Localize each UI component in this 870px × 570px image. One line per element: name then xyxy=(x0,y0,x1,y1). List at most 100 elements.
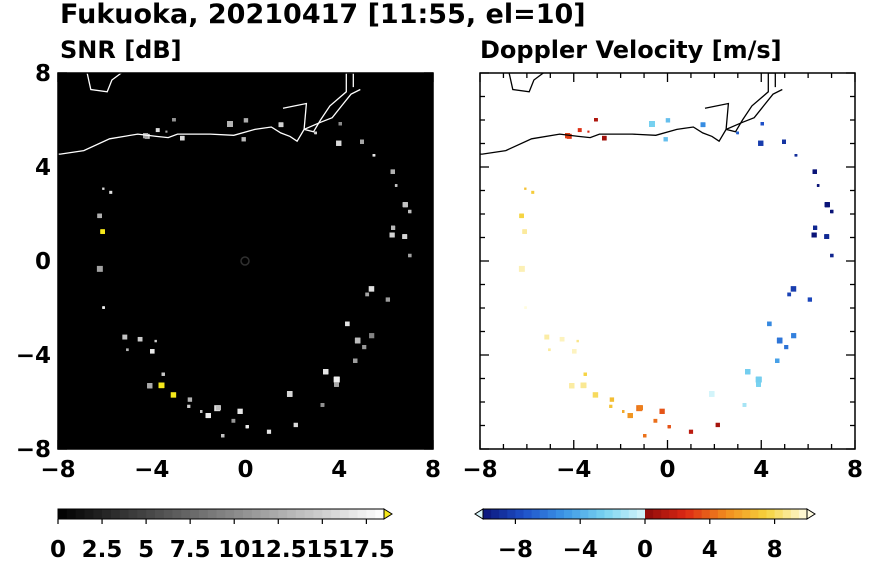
snr-colorbar-segment xyxy=(375,509,385,519)
doppler-echo-cell xyxy=(587,130,590,133)
snr-echo-cell xyxy=(180,135,185,141)
snr-x-tick-label: 4 xyxy=(331,457,347,483)
snr-echo-cell xyxy=(408,209,412,214)
doppler-echo-cell xyxy=(824,234,830,239)
snr-colorbar-segment xyxy=(198,509,209,519)
doppler-echo-cell xyxy=(767,321,772,327)
snr-colorbar-tick-label: 10 xyxy=(218,537,250,563)
snr-echo-cell xyxy=(241,137,246,142)
snr-colorbar-tick-label: 7.5 xyxy=(170,537,211,563)
doppler-colorbar-segment xyxy=(588,509,597,519)
snr-colorbar-segment xyxy=(119,509,129,519)
doppler-echo-cell xyxy=(830,253,834,258)
doppler-echo-cell xyxy=(774,358,780,363)
doppler-colorbar-segment xyxy=(685,509,694,519)
doppler-colorbar-segment xyxy=(726,509,735,519)
doppler-echo-cell xyxy=(816,184,820,187)
doppler-echo-cell xyxy=(637,405,643,411)
snr-colorbar-segment xyxy=(110,509,121,519)
snr-echo-cell xyxy=(320,403,325,407)
snr-echo-cell xyxy=(137,336,143,342)
doppler-colorbar-segment xyxy=(661,509,670,519)
snr-echo-cell xyxy=(385,297,391,302)
doppler-echo-cell xyxy=(667,425,671,429)
snr-echo-cell xyxy=(333,376,340,383)
snr-colorbar-segment xyxy=(366,509,376,519)
snr-colorbar-segment xyxy=(243,509,253,519)
doppler-coastline-path xyxy=(480,88,783,155)
snr-y-tick-label: 8 xyxy=(35,61,51,87)
snr-colorbar-segment xyxy=(190,509,200,519)
doppler-colorbar-segment xyxy=(547,509,557,519)
doppler-colorbar-segment xyxy=(774,509,784,519)
doppler-echo-cell xyxy=(812,169,817,174)
snr-echo-cell xyxy=(394,184,398,187)
doppler-echo-cell xyxy=(602,135,607,141)
snr-echo-cell xyxy=(170,392,177,398)
snr-colorbar-segment xyxy=(225,509,235,519)
snr-echo-cell xyxy=(402,202,408,208)
snr-colorbar-segment xyxy=(278,509,288,519)
snr-echo-cell xyxy=(345,321,350,327)
doppler-colorbar-tick-label: 4 xyxy=(702,537,718,563)
snr-colorbar-segment xyxy=(181,509,191,519)
doppler-echo-cell xyxy=(811,232,817,238)
snr-echo-cell xyxy=(391,225,396,230)
snr-coastline-path xyxy=(282,73,354,133)
doppler-colorbar-segment xyxy=(790,509,800,519)
doppler-colorbar-segment xyxy=(555,509,565,519)
snr-echo-cell xyxy=(365,292,370,297)
snr-colorbar-tick-label: 17.5 xyxy=(338,537,395,563)
doppler-echo-cell xyxy=(700,122,706,128)
snr-echo-cell xyxy=(155,128,160,133)
snr-x-tick-label: 0 xyxy=(237,457,253,483)
snr-colorbar-over-arrow xyxy=(383,508,393,520)
snr-echo-cell xyxy=(102,306,105,309)
doppler-echo-cell xyxy=(794,154,798,157)
snr-y-tick-label: 0 xyxy=(35,249,51,275)
doppler-colorbar-segment xyxy=(507,509,516,519)
doppler-colorbar-segment xyxy=(491,509,500,519)
doppler-echo-cell xyxy=(649,121,655,127)
snr-echo-cell xyxy=(227,121,233,127)
snr-echo-cell xyxy=(293,422,298,428)
doppler-echo-cell xyxy=(665,118,671,123)
doppler-colorbar-segment xyxy=(717,509,727,519)
doppler-echo-cell xyxy=(576,339,579,343)
doppler-echo-cell xyxy=(622,410,625,413)
snr-echo-cell xyxy=(336,140,342,146)
snr-colorbar-segment xyxy=(234,509,244,519)
doppler-echo-cell xyxy=(569,383,575,389)
snr-echo-cell xyxy=(158,382,165,389)
snr-x-tick-label: −4 xyxy=(134,457,169,483)
snr-colorbar-segment xyxy=(269,509,279,519)
doppler-x-tick-label: 8 xyxy=(847,457,863,483)
snr-colorbar-frame xyxy=(57,508,385,520)
snr-echo-cell xyxy=(243,118,249,123)
snr-echo-cell xyxy=(369,333,375,339)
doppler-echo-cell xyxy=(519,213,524,219)
snr-coastline-path xyxy=(58,88,361,155)
doppler-echo-cell xyxy=(609,397,615,402)
doppler-x-tick-label: −4 xyxy=(556,457,591,483)
snr-colorbar: 0 2.5 5 7.5 10 12.5 15 17.5 xyxy=(50,508,395,563)
snr-colorbar-segment xyxy=(66,509,77,519)
doppler-colorbar-over-arrow xyxy=(806,508,816,520)
doppler-x-tick-label: 4 xyxy=(753,457,769,483)
doppler-colorbar-segment xyxy=(701,509,711,519)
snr-echo-cell xyxy=(231,418,236,423)
doppler-colorbar-segment xyxy=(523,509,532,519)
doppler-echo-cell xyxy=(824,202,830,208)
snr-x-tick-label: −8 xyxy=(40,457,75,483)
snr-colorbar-tick-label: 5 xyxy=(138,537,154,563)
snr-echo-cell xyxy=(187,404,191,408)
doppler-panel: −8 −4 0 4 8 xyxy=(462,72,863,483)
snr-coastline xyxy=(58,73,361,155)
doppler-colorbar-segment xyxy=(758,509,767,519)
snr-echo-ring xyxy=(96,118,412,438)
snr-colorbar-tick-label: 15 xyxy=(306,537,338,563)
snr-colorbar-segment xyxy=(287,509,297,519)
doppler-echo-cell xyxy=(524,187,527,190)
snr-y-tick-label: 4 xyxy=(35,155,51,181)
doppler-coastline-path xyxy=(508,73,545,93)
